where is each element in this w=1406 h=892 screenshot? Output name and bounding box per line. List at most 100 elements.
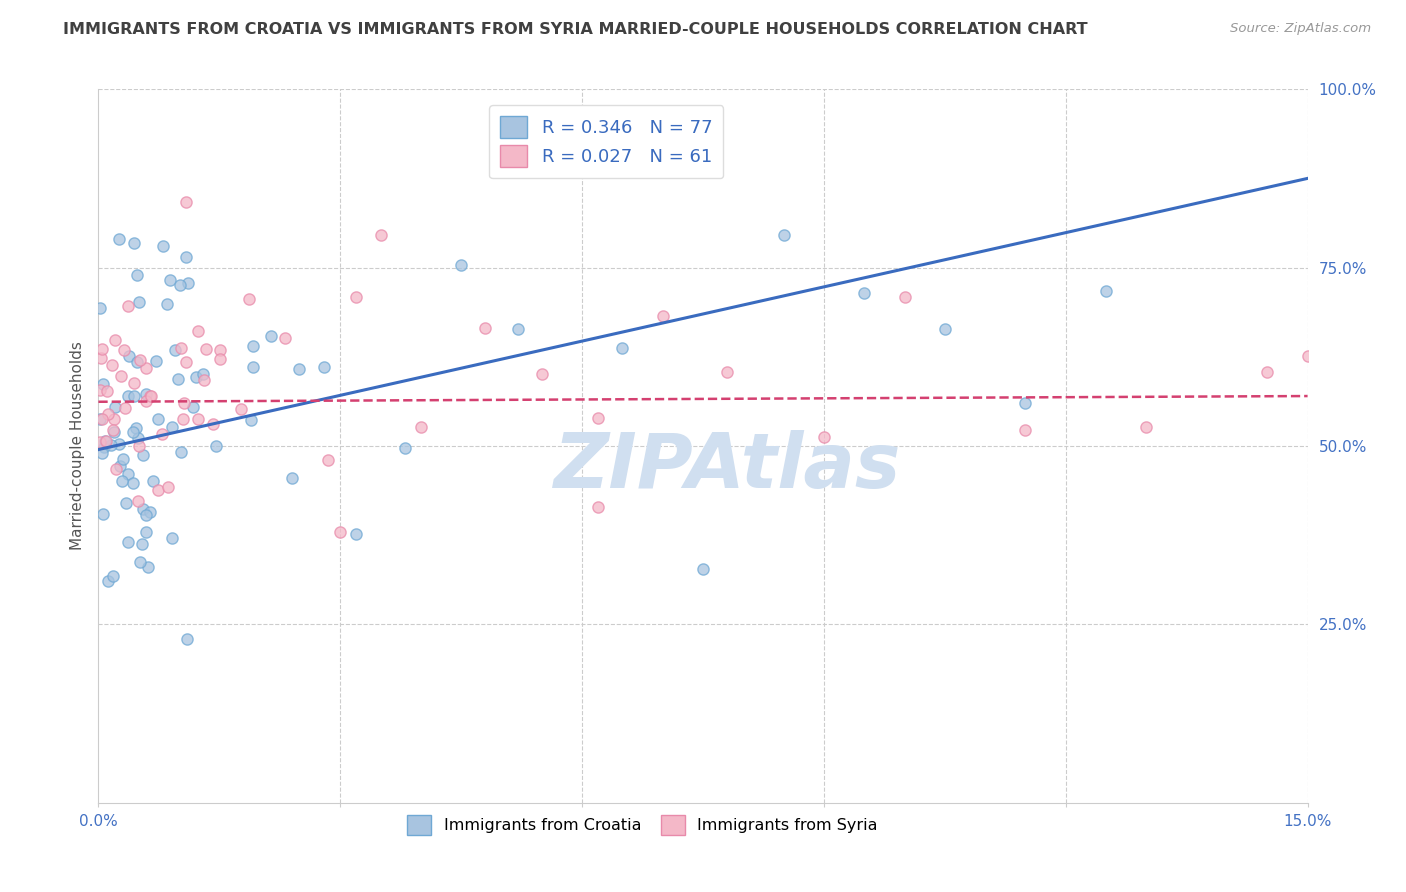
Point (208, 343, 231, 357)
Point (90, 342, 112, 356)
Point (174, 355, 197, 369)
Point (1095, 284, 1118, 298)
Point (409, 420, 432, 434)
Point (146, 412, 169, 426)
Point (240, 413, 263, 427)
Point (89, 434, 111, 449)
Point (135, 525, 157, 540)
Point (108, 232, 131, 246)
Point (344, 527, 367, 541)
Point (93, 440, 115, 454)
Point (1256, 365, 1278, 379)
Point (238, 292, 260, 306)
Point (91, 376, 114, 391)
Point (1337, 411, 1360, 425)
Point (176, 195, 198, 210)
Point (112, 343, 135, 357)
Point (260, 329, 283, 343)
Y-axis label: Married-couple Households: Married-couple Households (69, 342, 84, 550)
Point (104, 400, 127, 414)
Point (242, 338, 264, 352)
Point (167, 372, 190, 386)
Point (111, 474, 134, 488)
Point (187, 412, 209, 426)
Point (114, 401, 136, 415)
Point (156, 479, 179, 493)
Point (142, 475, 165, 489)
Point (314, 360, 336, 375)
Point (273, 331, 295, 345)
Point (122, 376, 145, 391)
Point (893, 290, 915, 304)
Point (135, 508, 157, 522)
Point (1296, 349, 1319, 363)
Point (853, 285, 876, 300)
Point (651, 309, 673, 323)
Point (138, 505, 160, 519)
Point (105, 462, 128, 476)
Point (170, 445, 193, 459)
Point (93, 434, 115, 448)
Point (209, 351, 232, 366)
Point (124, 421, 146, 435)
Point (281, 471, 304, 485)
Point (110, 459, 132, 474)
Point (97, 407, 120, 421)
Point (89, 411, 111, 425)
Point (97, 574, 120, 588)
Point (127, 431, 149, 445)
Point (131, 537, 153, 551)
Point (586, 411, 609, 425)
Point (692, 562, 714, 576)
Point (127, 268, 149, 283)
Point (229, 402, 252, 417)
Point (90, 411, 112, 425)
Point (202, 417, 225, 432)
Point (394, 441, 416, 455)
Point (96, 384, 118, 398)
Point (148, 483, 170, 498)
Point (586, 500, 609, 514)
Text: ZIPAtlas: ZIPAtlas (554, 431, 901, 504)
Point (135, 393, 157, 408)
Point (132, 502, 155, 516)
Point (316, 453, 339, 467)
Point (174, 250, 197, 264)
Point (474, 321, 496, 335)
Point (111, 452, 134, 467)
Point (135, 387, 157, 401)
Point (716, 365, 738, 379)
Point (242, 360, 264, 375)
Point (135, 361, 157, 376)
Point (530, 368, 553, 382)
Point (103, 412, 125, 426)
Legend: Immigrants from Croatia, Immigrants from Syria: Immigrants from Croatia, Immigrants from… (401, 809, 884, 841)
Point (129, 353, 152, 368)
Point (122, 389, 145, 403)
Point (115, 496, 138, 510)
Point (89, 301, 111, 315)
Point (90, 351, 112, 366)
Point (128, 438, 150, 452)
Point (128, 295, 150, 310)
Point (813, 430, 835, 444)
Point (132, 448, 155, 462)
Point (169, 341, 191, 355)
Point (117, 389, 139, 403)
Point (176, 632, 198, 646)
Point (370, 228, 392, 243)
Point (612, 341, 634, 355)
Point (145, 354, 167, 368)
Point (169, 278, 191, 293)
Point (129, 555, 152, 569)
Point (139, 389, 162, 403)
Point (110, 369, 132, 384)
Point (772, 227, 794, 242)
Point (118, 349, 141, 363)
Point (288, 362, 311, 376)
Point (122, 425, 145, 439)
Point (329, 524, 352, 539)
Point (160, 420, 183, 434)
Point (177, 277, 200, 291)
Point (91, 446, 114, 460)
